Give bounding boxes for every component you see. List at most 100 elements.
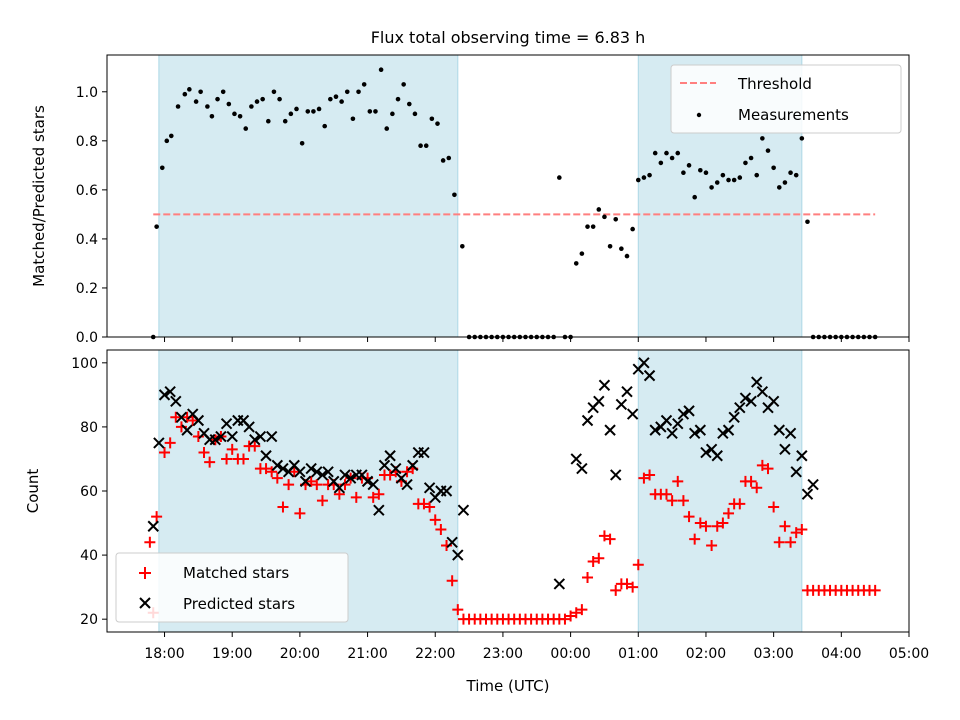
measurement-point xyxy=(579,251,585,256)
predicted-point xyxy=(164,385,176,398)
matched-point xyxy=(610,584,622,596)
predicted-point xyxy=(294,466,306,478)
measurement-point xyxy=(168,133,174,139)
measurement-point xyxy=(602,214,607,220)
measurement-point xyxy=(423,143,429,149)
threshold-legend-label: Threshold xyxy=(737,75,812,93)
matched-point xyxy=(773,536,785,548)
measurement-point xyxy=(339,99,344,104)
measurement-point xyxy=(557,175,562,180)
matched-point xyxy=(271,472,283,484)
predicted-point xyxy=(553,578,566,590)
matched-point xyxy=(164,437,176,449)
matched-point xyxy=(644,469,656,481)
matched-point xyxy=(401,466,413,478)
predicted-point xyxy=(316,469,329,481)
predicted-point xyxy=(311,466,323,478)
predicted-point xyxy=(406,459,419,472)
predicted-point xyxy=(649,424,661,436)
predicted-stars-points xyxy=(147,357,819,590)
matched-point xyxy=(717,517,729,529)
matched-point xyxy=(677,495,689,507)
matched-point xyxy=(762,463,774,475)
measurement-point xyxy=(748,155,754,161)
measurement-point xyxy=(226,101,232,107)
x-tick-label: 23:00 xyxy=(483,646,523,662)
matched-point xyxy=(424,501,436,513)
bottom-observing-windows xyxy=(158,349,803,633)
measurement-point xyxy=(743,160,748,166)
matched-point xyxy=(249,440,261,452)
matched-point xyxy=(350,491,362,503)
predicted-point xyxy=(175,411,188,424)
bottom-y-tick-label: 80 xyxy=(80,420,98,436)
measurement-point xyxy=(714,180,720,185)
measurement-point xyxy=(452,192,457,198)
matched-point xyxy=(582,572,594,584)
predicted-point xyxy=(390,462,402,475)
predicted-point xyxy=(249,434,261,446)
x-tick-label: 20:00 xyxy=(280,646,320,662)
measurement-point xyxy=(596,207,602,212)
predicted-point xyxy=(373,504,385,516)
predicted-point xyxy=(779,443,791,456)
measurement-point xyxy=(726,177,731,183)
matched-point xyxy=(790,527,802,539)
predicted-point xyxy=(260,450,272,462)
predicted-point xyxy=(621,385,633,398)
matched-point xyxy=(565,610,577,622)
measurement-point xyxy=(771,165,776,171)
matched-point xyxy=(221,453,233,465)
predicted-point xyxy=(638,357,650,369)
matched-point xyxy=(570,607,582,619)
predicted-point xyxy=(305,462,317,475)
predicted-point xyxy=(598,379,611,391)
measurement-point xyxy=(440,158,446,163)
matched-point xyxy=(796,523,808,535)
measurement-point xyxy=(709,185,714,190)
matched-point xyxy=(660,488,672,500)
predicted-point xyxy=(767,395,780,407)
predicted-point xyxy=(745,395,757,407)
measurement-point xyxy=(193,99,199,104)
predicted-point xyxy=(796,450,808,462)
measurement-point xyxy=(316,106,322,112)
matched-point xyxy=(170,411,182,423)
measurement-point xyxy=(776,185,782,190)
measurement-point xyxy=(182,91,188,97)
top-x-tick-marks xyxy=(164,337,910,342)
predicted-point xyxy=(181,424,193,436)
measurement-point xyxy=(215,96,220,102)
top-legend-box xyxy=(670,64,902,134)
measurement-point xyxy=(418,143,423,149)
measurement-point xyxy=(305,109,311,114)
matched-point xyxy=(666,495,678,507)
measurement-point xyxy=(765,148,771,153)
predicted-point xyxy=(192,414,205,427)
predicted-point xyxy=(265,430,278,443)
matched-point xyxy=(587,556,599,567)
measurement-point xyxy=(395,96,401,102)
measurement-point xyxy=(658,160,664,166)
matched-point xyxy=(260,463,272,475)
top-y-tick-label: 0.6 xyxy=(76,183,98,199)
predicted-point xyxy=(576,462,588,475)
matched-point xyxy=(734,498,746,510)
chart-title: Flux total observing time = 6.83 h xyxy=(371,28,646,47)
measurement-point xyxy=(435,121,440,126)
matched-point xyxy=(598,530,610,542)
predicted-point xyxy=(277,462,289,475)
measurement-point xyxy=(760,136,765,141)
predicted-point xyxy=(784,427,797,440)
measurement-point xyxy=(788,170,793,176)
measurement-point xyxy=(356,89,361,95)
measurements-legend-label: Measurements xyxy=(738,106,849,124)
measurement-point xyxy=(209,114,215,119)
predicted-point xyxy=(361,475,374,488)
predicted-point xyxy=(694,424,707,436)
bottom-y-tick-label: 100 xyxy=(71,356,98,372)
measurement-point xyxy=(384,126,390,131)
measurement-point xyxy=(675,150,681,156)
measurement-point xyxy=(260,96,265,102)
predicted-point xyxy=(807,478,819,491)
